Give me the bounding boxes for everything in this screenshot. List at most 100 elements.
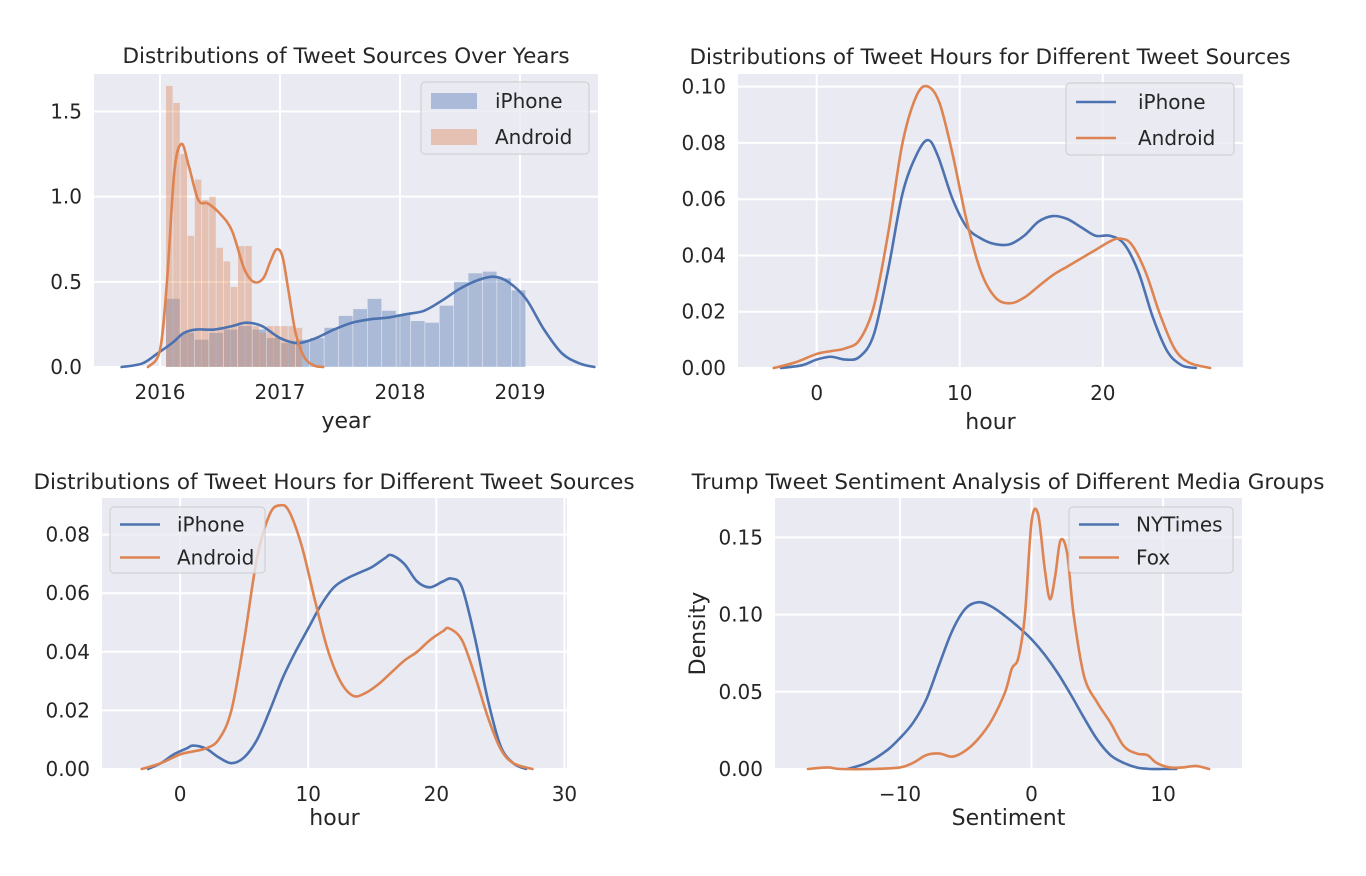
chart-title: Distributions of Tweet Hours for Differe… (33, 470, 634, 495)
histogram-bar (180, 332, 195, 367)
y-tick-label: 0.04 (681, 243, 726, 267)
x-tick-label: 0 (174, 782, 187, 806)
x-axis-label: Sentiment (952, 806, 1066, 831)
series-line-iphone (779, 138, 1198, 370)
chart-title: Distributions of Tweet Hours for Differe… (689, 45, 1290, 70)
x-tick-label: 0 (1025, 782, 1038, 806)
y-tick-label: 0.05 (718, 680, 763, 704)
histogram-bar (511, 290, 526, 367)
legend-swatch (431, 93, 477, 109)
y-tick-label: 0.08 (45, 523, 90, 547)
x-tick-label: 2016 (135, 380, 186, 404)
y-tick-label: 1.5 (50, 99, 82, 123)
histogram-bar (187, 235, 195, 367)
x-tick-label: 10 (1150, 782, 1175, 806)
x-axis-label: hour (965, 410, 1016, 435)
series-line-nytimes (846, 600, 1178, 771)
legend-label: Android (177, 546, 254, 570)
histogram-bar (252, 326, 259, 367)
y-tick-label: 0.10 (681, 75, 726, 99)
y-tick-label: 0.06 (45, 581, 90, 605)
histogram-bar (252, 329, 267, 367)
chart-title: Trump Tweet Sentiment Analysis of Differ… (691, 470, 1325, 495)
legend-swatch (431, 129, 477, 145)
y-tick-label: 0.02 (45, 698, 90, 722)
chart-4: −10 0 10 0.00 0.05 0.10 0.15 Trump Tweet Sentim… (686, 470, 1324, 831)
legend-label: iPhone (1138, 90, 1206, 114)
y-tick-label: 0.06 (681, 187, 726, 211)
legend-frame (420, 81, 590, 155)
histogram-bar (194, 179, 202, 367)
legend-label: Android (1138, 126, 1215, 150)
histogram-bar (173, 102, 180, 368)
histogram-bar (482, 271, 497, 367)
x-axis-label: hour (309, 806, 360, 831)
x-axis-label: year (321, 409, 371, 434)
legend: iPhone Android (420, 81, 590, 155)
histogram-bar (180, 154, 187, 367)
histogram-iphone (166, 271, 526, 367)
histogram-bar (410, 321, 425, 367)
y-tick-label: 0.08 (681, 131, 726, 155)
x-tick-label: 10 (947, 381, 972, 405)
histogram-bar (468, 273, 483, 367)
chart-title: Distributions of Tweet Sources Over Year… (122, 44, 569, 69)
x-tick-label: 30 (552, 782, 577, 806)
x-tick-label: 2018 (375, 380, 426, 404)
x-tick-label: 20 (424, 782, 449, 806)
legend-label: NYTimes (1136, 513, 1223, 537)
histogram-bar (209, 196, 216, 367)
legend-label: Fox (1136, 546, 1170, 570)
series-line-android (772, 84, 1212, 370)
y-tick-label: 1.0 (50, 185, 82, 209)
legend-label: iPhone (177, 513, 245, 537)
y-tick-label: 0.15 (718, 525, 763, 549)
histogram-bar (382, 310, 396, 367)
y-axis-label: Density (686, 592, 711, 676)
histogram-bar (223, 329, 238, 367)
x-tick-label: 2017 (255, 380, 306, 404)
histogram-bar (209, 332, 223, 367)
chart-3: 0 10 20 30 0.00 0.02 0.04 0.06 0.08 Distributions… (33, 470, 634, 831)
series-line-android (140, 503, 534, 771)
histogram-bar (310, 338, 324, 367)
series-line-iphone (120, 275, 596, 369)
histogram-bar (216, 247, 223, 367)
y-tick-label: 0.00 (718, 757, 763, 781)
histogram-bar (166, 298, 180, 367)
histogram-bar (230, 286, 238, 367)
legend: iPhone Android (1065, 82, 1235, 156)
histogram-bar (454, 281, 468, 367)
legend-label: iPhone (495, 89, 563, 113)
y-tick-label: 0.00 (681, 356, 726, 380)
y-tick-label: 0.5 (50, 270, 82, 294)
histogram-bar (353, 309, 367, 367)
legend-label: Android (495, 125, 572, 149)
histogram-bar (281, 326, 288, 367)
y-tick-label: 0.00 (45, 757, 90, 781)
histogram-bar (367, 298, 382, 367)
histogram-bar (396, 314, 411, 367)
y-tick-label: 0.04 (45, 640, 90, 664)
histogram-bar (439, 305, 454, 367)
x-tick-label: 0 (810, 381, 823, 405)
x-tick-label: 2019 (495, 380, 546, 404)
histogram-bar (266, 338, 281, 367)
histogram-bar (274, 326, 281, 367)
histogram-bar (338, 315, 353, 367)
legend: NYTimes Fox (1068, 506, 1234, 574)
chart-1: 2016 2017 2018 2019 0.0 0.5 1.0 1.5 Distribution… (50, 44, 598, 434)
histogram-bar (194, 339, 209, 367)
series-line-android (146, 142, 325, 369)
y-tick-label: 0.02 (681, 300, 726, 324)
x-tick-label: 20 (1090, 381, 1115, 405)
histogram-bar (497, 278, 511, 367)
histogram-bar (259, 332, 267, 367)
y-tick-label: 0.0 (50, 355, 82, 379)
y-tick-label: 0.10 (718, 603, 763, 627)
histogram-bar (281, 343, 295, 367)
histogram-bar (238, 246, 245, 367)
histogram-bar (238, 326, 252, 367)
histogram-bar (245, 246, 252, 367)
